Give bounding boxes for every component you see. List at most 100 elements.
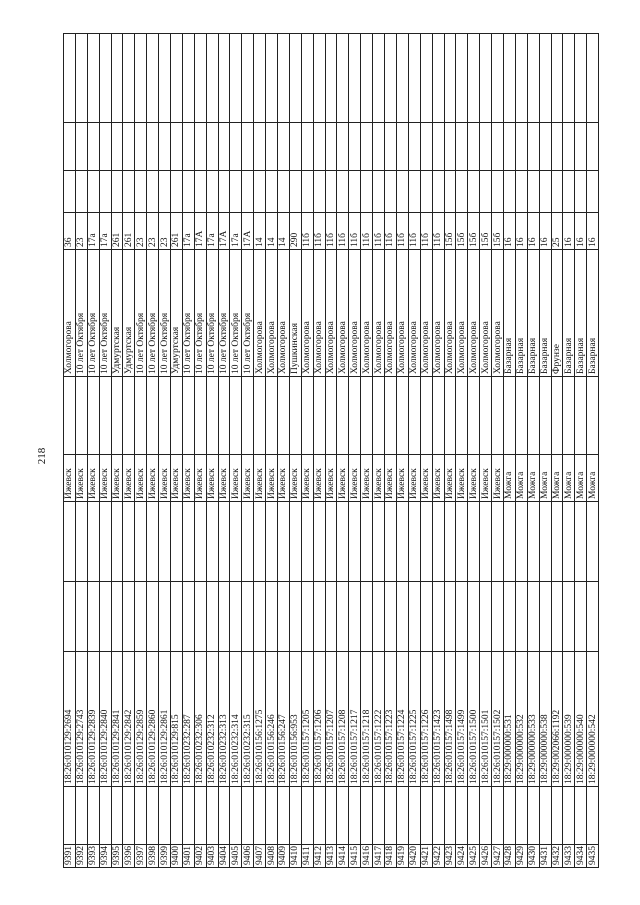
empty-cell bbox=[408, 33, 421, 123]
house-number-cell: 23 bbox=[146, 212, 159, 250]
empty-cell bbox=[467, 786, 480, 845]
empty-cell bbox=[408, 170, 421, 213]
table-row: 9392 18:26:010129:2743 Ижевск 10 лет Октябр… bbox=[75, 33, 88, 868]
empty-cell bbox=[265, 581, 278, 652]
row-number-cell: 9428 bbox=[503, 844, 516, 868]
cadastral-number-cell: 18:26:010232:314 bbox=[229, 651, 242, 787]
table-row: 9403 18:26:010232:312 Ижевск 10 лет Октября… bbox=[206, 33, 219, 868]
cadastral-number-cell: 18:26:010156:953 bbox=[289, 651, 302, 787]
empty-cell bbox=[277, 122, 290, 171]
empty-cell bbox=[170, 376, 183, 455]
empty-cell bbox=[527, 122, 540, 171]
city-cell: Ижевск bbox=[194, 454, 207, 502]
house-number-cell: 16 bbox=[515, 212, 528, 250]
house-number-cell: 15б bbox=[467, 212, 480, 250]
street-cell: Холмогорова bbox=[432, 249, 444, 377]
empty-cell bbox=[467, 170, 480, 213]
house-number-cell: 16 bbox=[539, 212, 552, 250]
empty-cell bbox=[146, 581, 159, 652]
cadastral-number-cell: 18:26:010232:312 bbox=[206, 651, 219, 787]
cadastral-number-cell: 18:26:010129:2743 bbox=[75, 651, 88, 787]
house-number-cell: 16 bbox=[503, 212, 516, 250]
row-number-cell: 9431 bbox=[539, 844, 552, 868]
empty-cell bbox=[99, 33, 112, 123]
house-number-cell: 14 bbox=[277, 212, 290, 250]
city-cell: Ижевск bbox=[134, 454, 147, 502]
empty-cell bbox=[122, 581, 135, 652]
empty-cell bbox=[348, 786, 361, 845]
property-register-table: 9391 18:26:010129:2694 Ижевск Холмогорова 36… bbox=[63, 33, 599, 868]
empty-cell bbox=[574, 170, 587, 213]
cadastral-number-cell: 18:26:010129:2859 bbox=[134, 651, 147, 787]
empty-cell bbox=[313, 376, 326, 455]
city-cell: Ижевск bbox=[348, 454, 361, 502]
city-cell: Ижевск bbox=[372, 454, 385, 502]
empty-cell bbox=[313, 786, 326, 845]
house-number-cell: 17а bbox=[99, 212, 112, 250]
city-cell: Ижевск bbox=[396, 454, 409, 502]
cadastral-number-cell: 18:26:010232:287 bbox=[182, 651, 195, 787]
cadastral-number-cell: 18:26:010157:1205 bbox=[301, 651, 314, 787]
row-number-cell: 9426 bbox=[479, 844, 492, 868]
empty-cell bbox=[539, 501, 552, 582]
empty-cell bbox=[134, 33, 147, 123]
empty-cell bbox=[420, 581, 433, 652]
empty-cell bbox=[539, 170, 552, 213]
house-number-cell: 16 bbox=[527, 212, 540, 250]
cadastral-number-cell: 18:26:010156:246 bbox=[265, 651, 278, 787]
empty-cell bbox=[229, 786, 242, 845]
empty-cell bbox=[360, 170, 373, 213]
empty-cell bbox=[170, 581, 183, 652]
empty-cell bbox=[527, 581, 540, 652]
empty-cell bbox=[134, 786, 147, 845]
empty-cell bbox=[562, 581, 575, 652]
empty-cell bbox=[444, 170, 456, 213]
street-cell: 10 лет Октября bbox=[218, 249, 230, 377]
cadastral-number-cell: 18:26:010157:1217 bbox=[348, 651, 361, 787]
empty-cell bbox=[360, 376, 373, 455]
empty-cell bbox=[551, 501, 563, 582]
street-cell: Удмуртская bbox=[122, 249, 135, 377]
row-number-cell: 9410 bbox=[289, 844, 302, 868]
empty-cell bbox=[313, 501, 326, 582]
empty-cell bbox=[384, 122, 397, 171]
empty-cell bbox=[408, 581, 421, 652]
empty-cell bbox=[265, 501, 278, 582]
empty-cell bbox=[336, 122, 349, 171]
empty-cell bbox=[75, 170, 88, 213]
empty-cell bbox=[241, 786, 254, 845]
empty-cell bbox=[325, 501, 337, 582]
empty-cell bbox=[277, 376, 290, 455]
house-number-cell: 11б bbox=[432, 212, 444, 250]
empty-cell bbox=[241, 376, 254, 455]
cadastral-number-cell: 18:26:010157:1499 bbox=[455, 651, 468, 787]
house-number-cell: 11б bbox=[348, 212, 361, 250]
row-number-cell: 9422 bbox=[432, 844, 444, 868]
empty-cell bbox=[444, 122, 456, 171]
house-number-cell: 17а bbox=[182, 212, 195, 250]
empty-cell bbox=[491, 33, 504, 123]
street-cell: 10 лет Октября bbox=[158, 249, 171, 377]
row-number-cell: 9401 bbox=[182, 844, 195, 868]
street-cell: Холмогорова bbox=[444, 249, 456, 377]
city-cell: Ижевск bbox=[99, 454, 112, 502]
table-row: 9407 18:26:010156:1275 Ижевск Холмогорова 14 bbox=[253, 33, 266, 868]
table-row: 9423 18:26:010157:1498 Ижевск Холмогорова 15… bbox=[444, 33, 456, 868]
row-number-cell: 9414 bbox=[336, 844, 349, 868]
empty-cell bbox=[63, 501, 76, 582]
empty-cell bbox=[229, 122, 242, 171]
street-cell: Холмогорова bbox=[420, 249, 433, 377]
empty-cell bbox=[574, 122, 587, 171]
cadastral-number-cell: 18:26:010157:1501 bbox=[479, 651, 492, 787]
table-row: 9400 18:26:010129:815 Ижевск Удмуртская 261 bbox=[170, 33, 183, 868]
city-cell: Можга bbox=[562, 454, 575, 502]
empty-cell bbox=[218, 33, 230, 123]
city-cell: Можга bbox=[586, 454, 599, 502]
empty-cell bbox=[539, 33, 552, 123]
street-cell: Холмогорова bbox=[313, 249, 326, 377]
empty-cell bbox=[503, 170, 516, 213]
cadastral-number-cell: 18:26:010157:1500 bbox=[467, 651, 480, 787]
empty-cell bbox=[229, 376, 242, 455]
row-number-cell: 9417 bbox=[372, 844, 385, 868]
empty-cell bbox=[134, 581, 147, 652]
